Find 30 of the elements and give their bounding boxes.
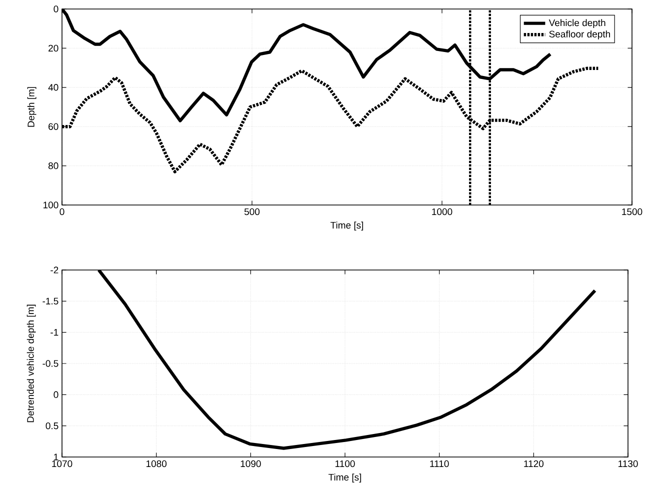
x-axis-title: Time [s] — [328, 474, 362, 482]
y-tick-label: 60 — [48, 123, 58, 130]
x-tick-label: 1500 — [622, 208, 642, 216]
y-tick-label: 0 — [54, 391, 58, 398]
legend-label: Seafloor depth — [549, 30, 610, 40]
y-tick-label: 20 — [48, 44, 58, 52]
x-tick-label: 1090 — [240, 460, 261, 468]
x-tick-label: 1110 — [430, 460, 449, 468]
y-tick-label: -1 — [50, 329, 58, 336]
x-tick-label: 500 — [244, 208, 260, 216]
x-tick-label: 1080 — [146, 460, 167, 468]
y-axis-title: Detrended vehicle depth [m] — [26, 304, 36, 422]
x-axis-title: Time [s] — [330, 222, 364, 230]
x-tick-label: 0 — [60, 208, 64, 216]
y-tick-label: 1 — [54, 454, 58, 460]
x-tick-label: 1100 — [336, 460, 355, 468]
x-tick-label: 1070 — [52, 460, 72, 468]
y-tick-label: -1.5 — [42, 298, 58, 304]
y-tick-label: -0.5 — [42, 360, 58, 367]
y-axis-title: Depth [m] — [27, 87, 36, 127]
legend-label: Vehicle depth — [548, 19, 606, 28]
y-tick-label: 0.5 — [46, 422, 58, 430]
y-tick-label: 100 — [44, 202, 58, 208]
y-tick-label: 80 — [48, 162, 58, 170]
x-tick-label: 1130 — [618, 460, 638, 468]
y-tick-label: -2 — [50, 266, 58, 274]
x-tick-label: 1000 — [432, 208, 452, 216]
y-tick-label: 40 — [48, 84, 58, 91]
x-tick-label: 1120 — [524, 460, 544, 468]
y-tick-label: 0 — [54, 6, 58, 12]
